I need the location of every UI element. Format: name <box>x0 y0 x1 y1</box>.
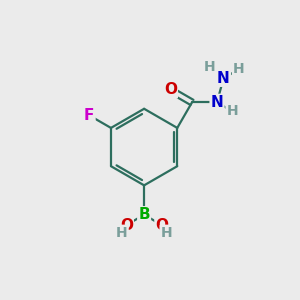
Text: H: H <box>116 226 128 240</box>
Text: O: O <box>120 218 133 232</box>
Text: N: N <box>211 95 224 110</box>
Text: O: O <box>164 82 177 98</box>
Text: H: H <box>160 226 172 240</box>
Text: F: F <box>84 108 94 123</box>
Text: H: H <box>226 104 238 118</box>
Text: O: O <box>155 218 169 232</box>
Text: H: H <box>204 60 216 74</box>
Text: H: H <box>233 62 244 76</box>
Text: N: N <box>217 71 230 86</box>
Text: B: B <box>138 207 150 222</box>
